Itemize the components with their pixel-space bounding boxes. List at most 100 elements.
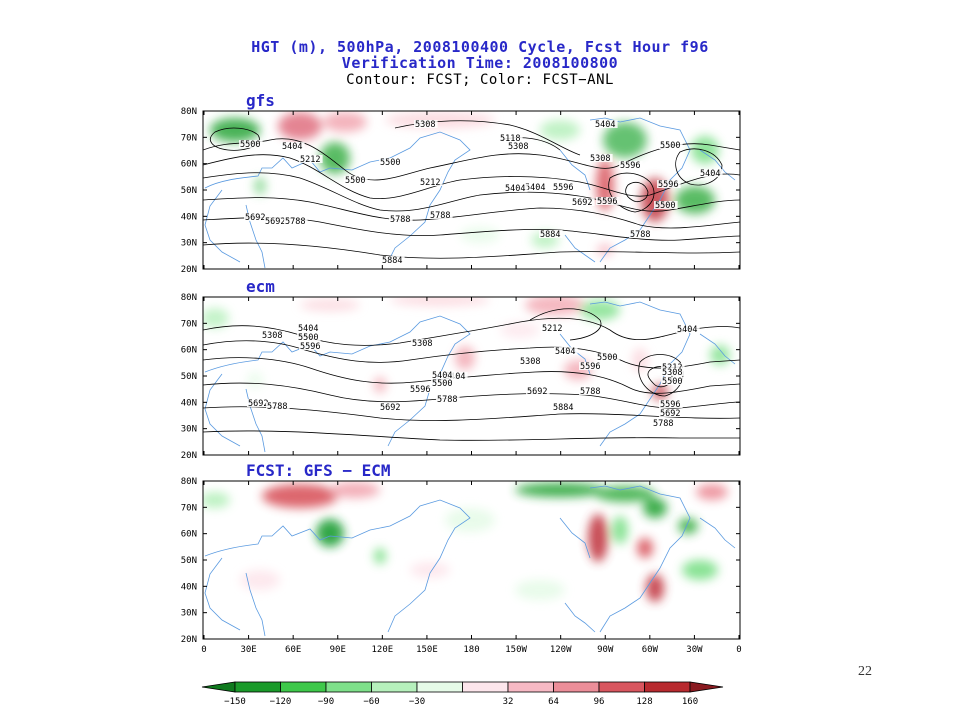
contour-label: 5500	[660, 141, 680, 151]
contour-label-bg	[699, 169, 723, 177]
difference-map-panel: 80N 70N 60N 50N 40N 30N 20N 0 30E 60E 90E 120E 150E…	[181, 111, 742, 655]
contour-label: 5404	[555, 347, 575, 357]
colorbar-label: −150	[224, 697, 246, 707]
contour-label-bg	[244, 213, 268, 221]
contour-label: 5404	[700, 169, 720, 179]
contour-label-bg	[239, 140, 263, 148]
contour-label: 5308	[508, 142, 528, 152]
contour-label-bg	[629, 230, 653, 238]
contour-label-bg	[619, 161, 643, 169]
contour-label-bg	[381, 256, 405, 264]
lon-tick-label: 30E	[240, 645, 256, 655]
contour-label: 5596	[620, 161, 640, 171]
contour-label-bg	[654, 201, 678, 209]
lat-tick-label: 50N	[181, 372, 197, 382]
contour-label-bg	[552, 403, 576, 411]
contour-label-bg	[284, 217, 308, 225]
contour-label: 5692	[248, 399, 268, 409]
contour-label: 5500	[432, 379, 452, 389]
lon-tick-label: 60W	[642, 645, 659, 655]
contour-label: 5212	[542, 324, 562, 334]
colorbar-label: −120	[270, 697, 292, 707]
panel-label-gfs: gfs	[246, 91, 275, 110]
contour-label: 5692	[265, 217, 285, 227]
contour-label: 5212	[300, 155, 320, 165]
colorbar-segment	[325, 681, 372, 693]
contour-label-bg	[659, 141, 683, 149]
contour-label: 5308	[590, 154, 610, 164]
contour-label-bg	[431, 379, 455, 387]
contour-label: 5500	[345, 176, 365, 186]
contour-label: 5404	[505, 184, 525, 194]
contour-label: 5308	[520, 357, 540, 367]
contour-label: 5596	[597, 197, 617, 207]
lat-tick-label: 80N	[181, 477, 197, 487]
lat-tick-label: 40N	[181, 212, 197, 222]
contour-label-bg	[659, 400, 683, 408]
contour-label: 5500	[240, 140, 260, 150]
colorbar-label: −60	[363, 697, 379, 707]
lat-tick-label: 50N	[181, 556, 197, 566]
contour-label: 5692	[527, 387, 547, 397]
contour-label-bg	[596, 197, 620, 205]
contour-label: 5692	[660, 409, 680, 419]
lon-tick-label: 150W	[505, 645, 527, 655]
contour-label: 5404	[525, 183, 545, 193]
contour-label-bg	[524, 183, 548, 191]
colorbar-label: −30	[409, 697, 425, 707]
contour-label: 5212	[420, 178, 440, 188]
contour-label: 5692	[245, 213, 265, 223]
lat-tick-label: 20N	[181, 635, 197, 645]
contour-label: 5500	[298, 333, 318, 343]
contour-label: 5788	[267, 402, 287, 412]
contour-label: 5118	[500, 134, 520, 144]
contour-label-bg	[589, 154, 613, 162]
contour-label: 5884	[382, 256, 402, 266]
page-number: 22	[858, 664, 872, 679]
panel-label-diff: FCST: GFS − ECM	[246, 461, 391, 480]
lat-tick-label: 30N	[181, 609, 197, 619]
contour-label: 5404	[298, 324, 318, 334]
contour-label-bg	[661, 377, 685, 385]
contour-label: 5404	[595, 120, 615, 130]
contour-label-bg	[299, 342, 323, 350]
lon-tick-label: 0	[736, 645, 741, 655]
contour-label: 5404	[677, 325, 697, 335]
colorbar-segment	[598, 681, 645, 693]
panel-label-ecm: ecm	[246, 277, 275, 296]
contour-label: 5596	[300, 342, 320, 352]
contour-label-bg	[661, 363, 685, 371]
contour-label-bg	[554, 347, 578, 355]
lat-tick-label: 60N	[181, 530, 197, 540]
colorbar-max-triangle	[689, 681, 724, 693]
contour-label-bg	[579, 362, 603, 370]
contour-label: 5308	[415, 120, 435, 130]
contour-label: 5308	[412, 339, 432, 349]
contour-label: 5884	[553, 403, 573, 413]
contour-label-bg	[507, 142, 531, 150]
figure-title: HGT (m), 500hPa, 2008100400 Cycle, Fcst …	[251, 38, 709, 56]
colorbar-label: 96	[594, 697, 605, 707]
contour-label-bg	[409, 385, 433, 393]
lon-tick-label: 180	[463, 645, 479, 655]
contour-label: 5500	[380, 158, 400, 168]
lat-tick-label: 40N	[181, 398, 197, 408]
colorbar-segment	[507, 681, 554, 693]
colorbar-label: 32	[503, 697, 514, 707]
contour-label-bg	[541, 324, 565, 332]
contour-label-bg	[657, 180, 681, 188]
contour-label-bg	[659, 409, 683, 417]
contour-label-bg	[504, 184, 528, 192]
contour-label: 5788	[653, 419, 673, 429]
contour-label-bg	[552, 183, 576, 191]
contour-label-bg	[571, 198, 595, 206]
contour-label-bg	[414, 120, 438, 128]
contour-label: 5500	[597, 353, 617, 363]
contour-label-bg	[261, 331, 285, 339]
contour-label-bg	[389, 215, 413, 223]
colorbar-label: 128	[636, 697, 652, 707]
contour-label: 5788	[430, 211, 450, 221]
contour-label-bg	[676, 325, 700, 333]
contour-label: 5596	[580, 362, 600, 372]
